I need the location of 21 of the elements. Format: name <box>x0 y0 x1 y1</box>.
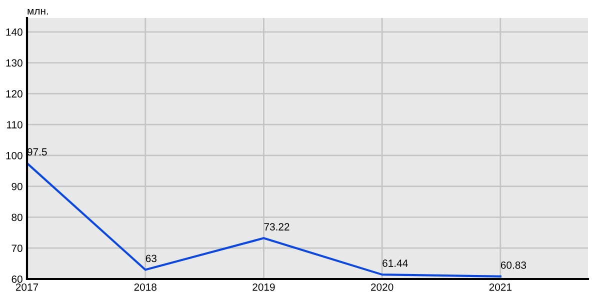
line-series <box>27 162 502 278</box>
y-tick-label: 120 <box>6 90 22 98</box>
y-tick-label: 100 <box>6 152 22 160</box>
data-label: 73.22 <box>264 223 290 231</box>
y-tick-label: 90 <box>12 182 22 190</box>
x-tick-label: 2018 <box>134 283 156 291</box>
data-label: 97.5 <box>27 148 47 156</box>
x-tick-label: 2020 <box>371 283 394 291</box>
data-label: 63 <box>146 254 156 262</box>
x-tick-label: 2019 <box>252 283 275 291</box>
y-tick-label: 110 <box>7 121 22 128</box>
x-tick-label: 2017 <box>16 283 38 291</box>
data-label: 60.83 <box>500 261 526 269</box>
y-tick-label: 140 <box>6 28 22 36</box>
y-tick-label: 80 <box>12 214 22 222</box>
y-axis-title: млн. <box>28 9 48 15</box>
data-label: 61.44 <box>382 260 408 267</box>
y-tick-label: 70 <box>12 244 22 252</box>
y-tick-label: 60 <box>12 276 22 283</box>
x-tick-label: 2021 <box>489 283 512 291</box>
y-tick-label: 130 <box>6 59 22 67</box>
